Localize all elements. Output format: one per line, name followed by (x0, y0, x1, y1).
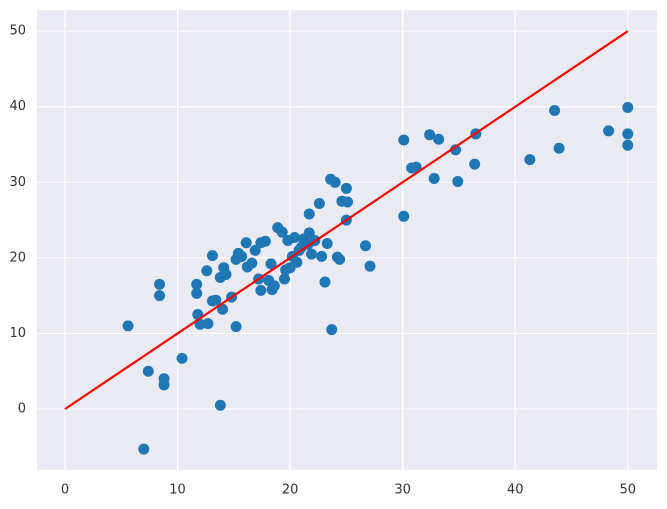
point (329, 176, 341, 188)
point (291, 256, 303, 268)
point (265, 258, 277, 270)
y-tick-label: 50 (9, 24, 26, 39)
point (276, 226, 288, 238)
point (201, 265, 213, 277)
y-tick-label: 10 (9, 326, 26, 341)
point (268, 280, 280, 292)
point (158, 379, 170, 391)
point (469, 158, 481, 170)
point (278, 273, 290, 285)
point (450, 144, 462, 156)
point (622, 101, 634, 113)
point (191, 278, 203, 290)
point (202, 318, 214, 330)
y-tick-label: 20 (9, 250, 26, 265)
point (428, 173, 440, 185)
x-tick-label: 0 (61, 483, 69, 498)
point (303, 227, 315, 239)
x-tick-label: 40 (507, 483, 524, 498)
point (210, 294, 222, 306)
fit-line (64, 30, 629, 410)
point (622, 128, 634, 140)
point (240, 237, 252, 249)
point (230, 321, 242, 333)
point (236, 250, 248, 262)
point (220, 268, 232, 280)
point (524, 154, 536, 166)
point (321, 238, 333, 250)
point (319, 276, 331, 288)
point (424, 129, 436, 141)
point (340, 182, 352, 194)
plot-area (37, 10, 657, 470)
y-tick-label: 30 (9, 175, 26, 190)
point (191, 287, 203, 299)
point (259, 235, 271, 247)
x-tick-label: 20 (282, 483, 299, 498)
x-tick-label: 10 (169, 483, 186, 498)
point (410, 161, 422, 173)
point (289, 231, 301, 243)
x-tick-label: 30 (394, 483, 411, 498)
y-tick-label: 40 (9, 99, 26, 114)
point (206, 250, 218, 262)
point (398, 134, 410, 146)
point (249, 244, 261, 256)
point (316, 250, 328, 262)
point (214, 399, 226, 411)
point (603, 125, 615, 137)
point (334, 253, 346, 265)
point (154, 278, 166, 290)
point (142, 365, 154, 377)
point (217, 303, 229, 315)
point (549, 105, 561, 117)
point (452, 176, 464, 188)
point (326, 324, 338, 336)
point (622, 139, 634, 151)
point (364, 260, 376, 272)
point (360, 240, 372, 252)
point (398, 210, 410, 222)
y-tick-label: 0 (18, 402, 26, 417)
point (176, 352, 188, 364)
point (154, 290, 166, 302)
point (246, 257, 258, 269)
point (342, 196, 354, 208)
point (255, 284, 267, 296)
point (305, 248, 317, 260)
point (313, 197, 325, 209)
point (433, 133, 445, 145)
point (553, 142, 565, 154)
point (194, 318, 206, 330)
point (138, 443, 150, 455)
x-tick-label: 50 (619, 483, 636, 498)
point (303, 208, 315, 220)
point (122, 320, 134, 332)
